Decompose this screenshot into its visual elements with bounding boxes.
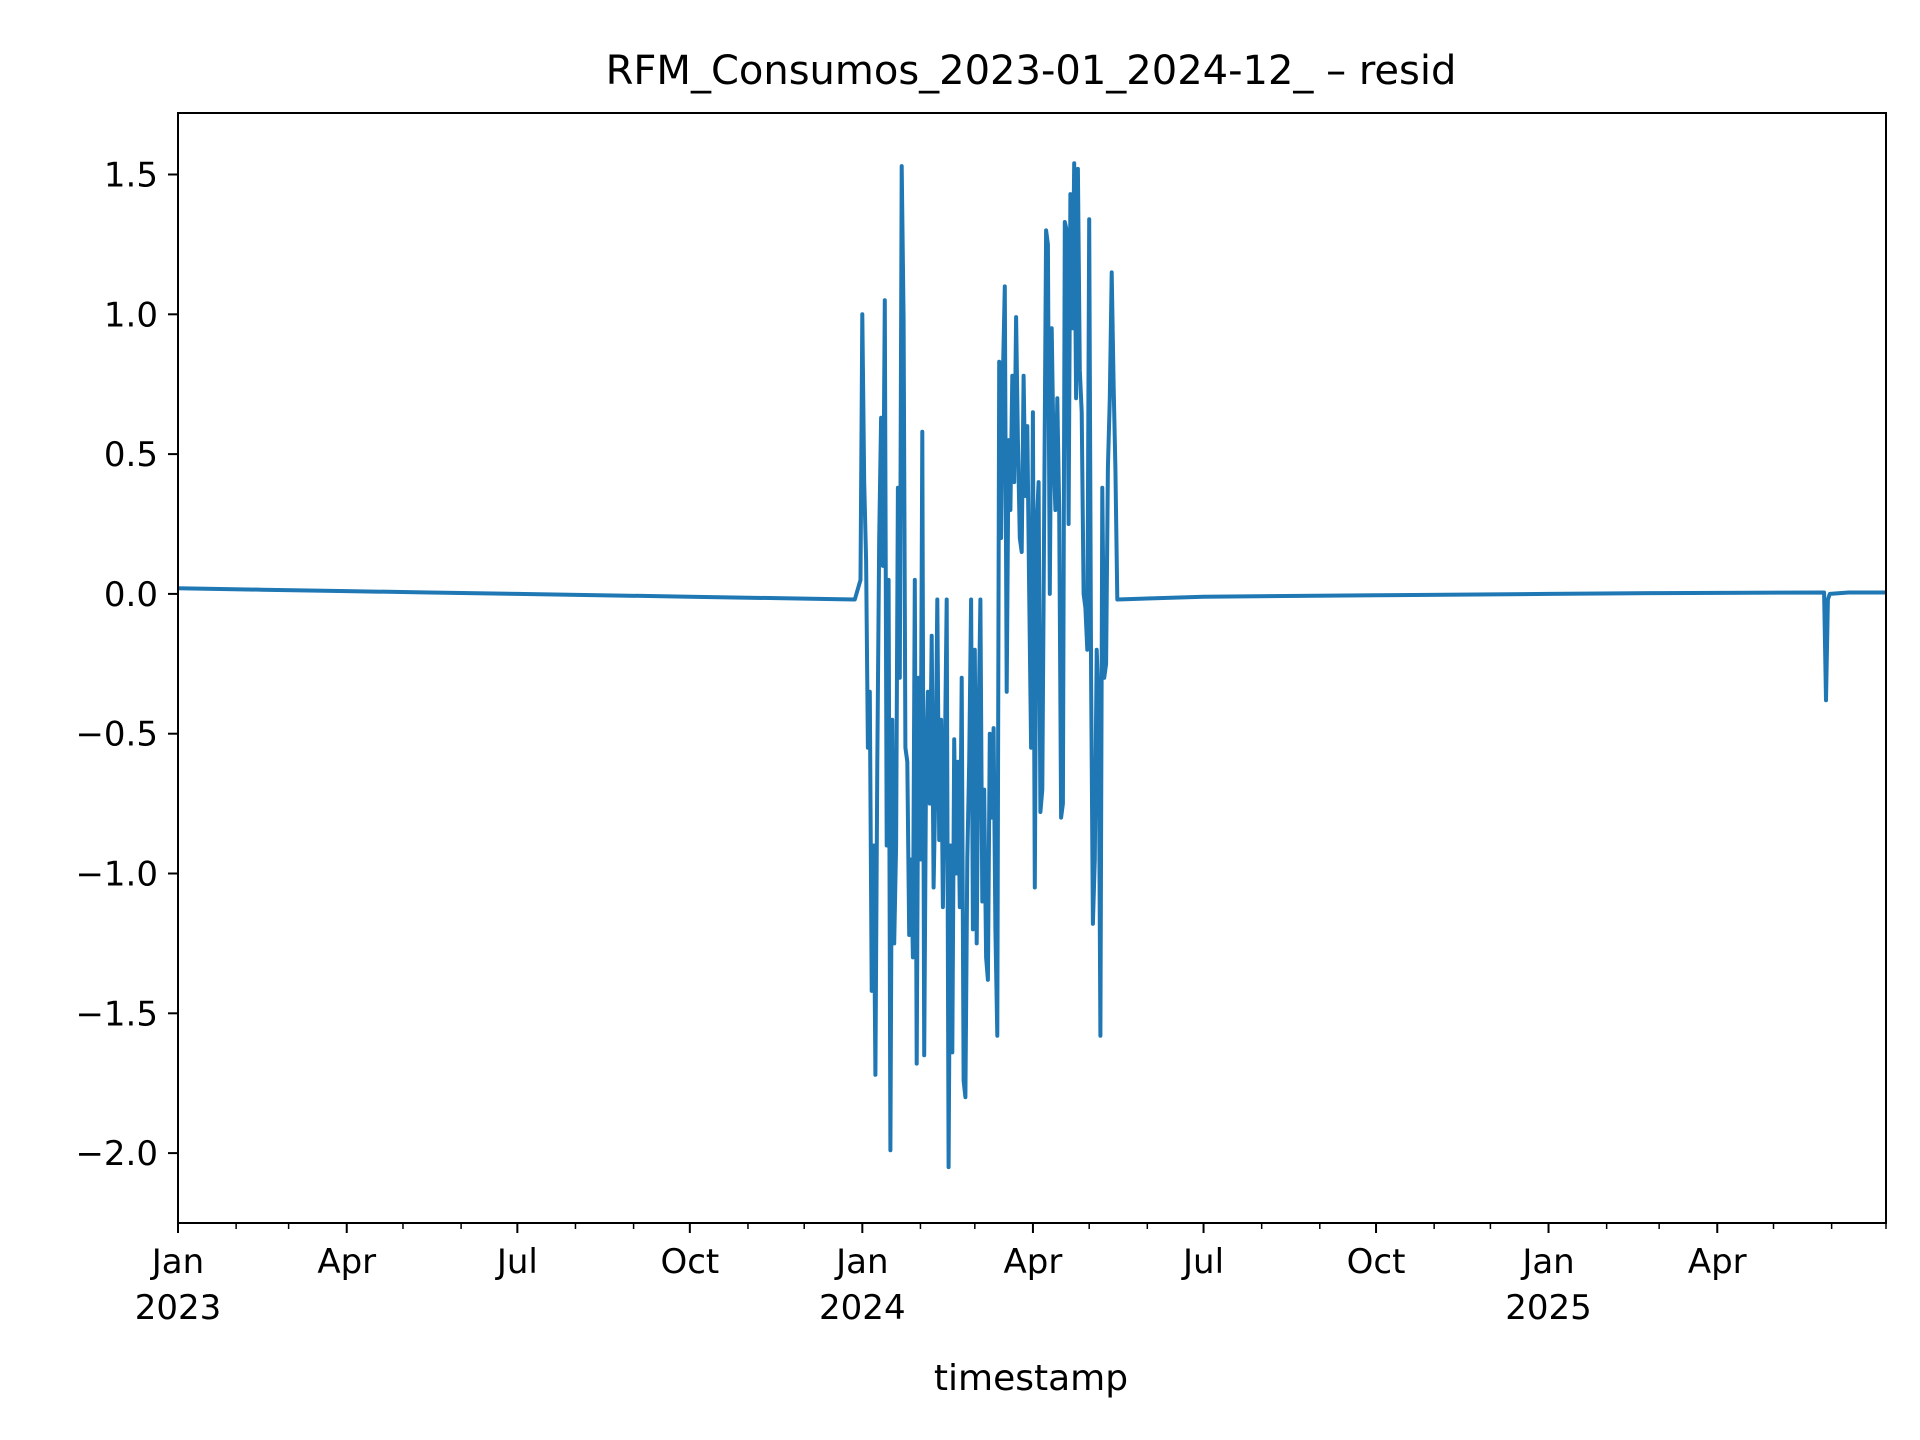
y-tick-label: 0.5 xyxy=(104,435,158,475)
x-tick-label: Jan xyxy=(1520,1242,1574,1282)
y-tick-label: −0.5 xyxy=(75,715,158,755)
x-tick-label: Jan xyxy=(150,1242,204,1282)
y-tick-label: 0.0 xyxy=(104,575,158,615)
y-tick-label: −2.0 xyxy=(75,1134,158,1174)
x-tick-label: Apr xyxy=(1688,1242,1747,1282)
chart-title: RFM_Consumos_2023-01_2024-12_ – resid xyxy=(606,48,1457,94)
x-tick-label: Jan xyxy=(834,1242,888,1282)
x-tick-label: Oct xyxy=(660,1242,719,1282)
x-tick-label: Oct xyxy=(1347,1242,1406,1282)
x-tick-label: Jul xyxy=(1181,1242,1224,1282)
series-line-resid xyxy=(177,161,1886,1170)
y-tick-label: 1.5 xyxy=(104,156,158,196)
x-tick-label: Apr xyxy=(1004,1242,1063,1282)
y-tick-label: −1.0 xyxy=(75,855,158,895)
x-tick-year-label: 2025 xyxy=(1505,1288,1592,1328)
y-tick-label: −1.5 xyxy=(75,994,158,1034)
x-tick-year-label: 2023 xyxy=(135,1288,222,1328)
x-tick-year-label: 2024 xyxy=(819,1288,906,1328)
x-axis: Jan 2023 Apr Jul Oct Jan 2024 Apr Jul Oct Jan 2025 A… xyxy=(135,1223,1887,1328)
x-tick-label: Jul xyxy=(495,1242,538,1282)
x-tick-label: Apr xyxy=(317,1242,376,1282)
x-axis-label: timestamp xyxy=(934,1358,1128,1399)
y-axis: 1.5 1.0 0.5 0.0 −0.5 −1.0 −1.5 −2.0 xyxy=(75,156,178,1174)
y-tick-label: 1.0 xyxy=(104,295,158,335)
